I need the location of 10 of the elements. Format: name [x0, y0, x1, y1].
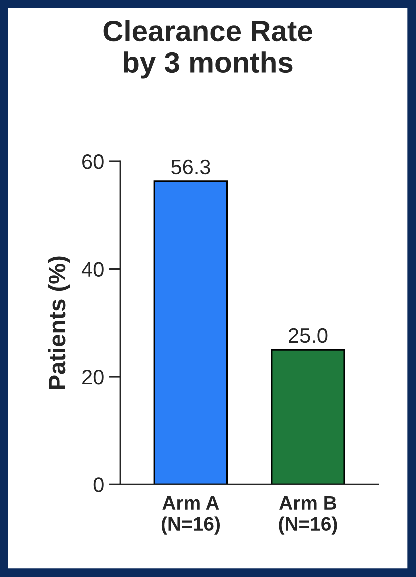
y-tick-label: 20 — [82, 370, 104, 385]
x-tick-label: Arm A (N=16) — [162, 496, 220, 535]
chart-title: Clearance Rate by 3 months — [104, 20, 312, 79]
y-tick-label: 0 — [94, 478, 104, 492]
y-tick-label: 60 — [82, 154, 104, 170]
y-tick-label: 40 — [82, 262, 104, 278]
y-axis-title: Patients (%) — [48, 256, 70, 390]
data-label: 56.3 — [172, 160, 210, 175]
x-tick-label: Arm B (N=16) — [279, 496, 338, 535]
data-label: 25.0 — [288, 328, 328, 344]
